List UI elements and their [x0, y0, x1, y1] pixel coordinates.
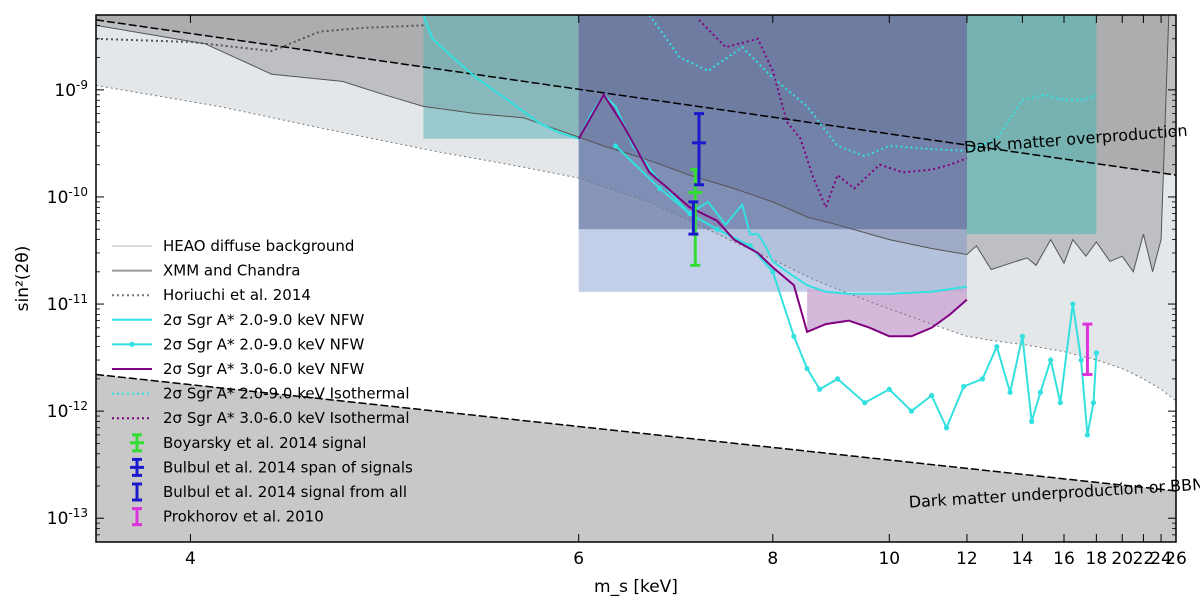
legend-entry-8: Boyarsky et al. 2014 signal [130, 433, 366, 453]
legend-entry-6: 2σ Sgr A* 2.0-9.0 keV Isothermal [112, 385, 410, 403]
underproduction-boundary [96, 373, 1176, 492]
series-4-point-18 [1007, 389, 1013, 395]
x-tick-label-9: 22 [1133, 549, 1155, 569]
series-4-point-7 [804, 365, 810, 372]
y-axis-title: sin²(2θ) [13, 246, 33, 312]
series-4-point-16 [979, 376, 986, 382]
series-4-point-6 [791, 333, 797, 339]
series-4-point-2 [687, 210, 693, 217]
series-4-point-27 [1090, 400, 1097, 406]
blue-box [578, 15, 967, 292]
x-tick-label-6: 16 [1053, 549, 1075, 569]
series-4-point-9 [834, 376, 841, 382]
x-tick-label-0: 4 [185, 549, 196, 569]
legend-entry-9: Bulbul et al. 2014 span of signals [130, 457, 413, 477]
legend-entry-2: Horiuchi et al. 2014 [112, 286, 311, 304]
navy-box [578, 15, 967, 230]
legend-label-11: Prokhorov et al. 2010 [163, 508, 324, 526]
x-tick-label-5: 14 [1012, 549, 1034, 569]
series-4-point-26 [1084, 432, 1091, 438]
series-4-point-17 [994, 344, 1000, 350]
y-tick-label-0: 10-9 [54, 78, 88, 101]
error-bar-2 [688, 200, 699, 236]
series-4-point-0 [613, 143, 619, 149]
x-tick-label-2: 8 [767, 549, 778, 569]
legend-label-4: 2σ Sgr A* 2.0-9.0 keV NFW [163, 335, 364, 353]
x-tick-label-11: 26 [1165, 549, 1187, 569]
series-4-point-19 [1019, 333, 1026, 339]
x-tick-label-10: 24 [1150, 549, 1172, 569]
legend-label-8: Boyarsky et al. 2014 signal [163, 434, 366, 452]
error-bar-1 [691, 112, 706, 187]
series-4-point-8 [817, 386, 823, 392]
legend-entry-5: 2σ Sgr A* 3.0-6.0 keV NFW [112, 360, 364, 378]
overproduction-boundary [96, 19, 1176, 176]
underproduction-region [96, 374, 1176, 542]
error-bar-3 [1082, 322, 1093, 376]
legend-entry-3: 2σ Sgr A* 2.0-9.0 keV NFW [112, 311, 364, 329]
legend-entry-7: 2σ Sgr A* 3.0-6.0 keV Isothermal [112, 409, 410, 427]
legend-label-9: Bulbul et al. 2014 span of signals [163, 458, 413, 476]
series-4-point-23 [1057, 400, 1063, 406]
x-tick-label-4: 12 [956, 549, 978, 569]
pink-region [807, 286, 967, 337]
series-4-point-11 [886, 386, 892, 392]
legend-label-7: 2σ Sgr A* 3.0-6.0 keV Isothermal [163, 409, 410, 427]
series-4-point-15 [961, 383, 967, 390]
series-4-point-13 [929, 392, 935, 399]
x-tick-label-3: 10 [878, 549, 900, 569]
series-4-point-25 [1078, 357, 1084, 363]
legend: HEAO diffuse background XMM and Chandra Ho… [112, 237, 413, 527]
legend-label-5: 2σ Sgr A* 3.0-6.0 keV NFW [163, 360, 364, 378]
teal-box-left [423, 15, 579, 139]
x-tick-label-8: 20 [1111, 549, 1133, 569]
legend-label-6: 2σ Sgr A* 2.0-9.0 keV Isothermal [163, 385, 410, 403]
legend-entry-0: HEAO diffuse background [112, 237, 354, 255]
x-tick-label-7: 18 [1086, 549, 1108, 569]
legend-entry-10: Bulbul et al. 2014 signal from all [132, 482, 407, 502]
series-4-point-24 [1070, 301, 1076, 307]
y-tick-label-3: 10-12 [47, 399, 88, 422]
legend-label-10: Bulbul et al. 2014 signal from all [163, 483, 407, 501]
series-4-point-28 [1093, 350, 1099, 356]
series-4-point-14 [943, 425, 950, 431]
series-4-point-12 [908, 408, 915, 414]
legend-label-1: XMM and Chandra [163, 262, 300, 280]
y-tick-label-2: 10-11 [47, 292, 88, 315]
y-tick-label-4: 10-13 [47, 506, 88, 529]
series-line-5 [577, 92, 968, 338]
series-4-point-3 [714, 226, 720, 232]
legend-entry-4: 2σ Sgr A* 2.0-9.0 keV NFW [112, 335, 364, 353]
series-line-6 [648, 15, 1097, 158]
y-tick-label-1: 10-10 [47, 185, 88, 208]
legend-marker-4 [129, 341, 135, 347]
legend-entry-1: XMM and Chandra [112, 262, 300, 280]
series-line-1 [96, 15, 1176, 273]
legend-label-2: Horiuchi et al. 2014 [163, 286, 311, 304]
series-4-point-22 [1048, 357, 1054, 363]
series-4-point-10 [862, 400, 868, 406]
overproduction-region [96, 15, 1176, 176]
x-tick-label-1: 6 [573, 549, 584, 569]
teal-box-right [966, 15, 1097, 235]
legend-entry-11: Prokhorov et al. 2010 [132, 507, 324, 527]
series-4-point-1 [657, 185, 663, 192]
series-4-point-5 [770, 269, 776, 275]
series-4-point-20 [1029, 418, 1035, 425]
series-4-point-21 [1037, 389, 1043, 395]
legend-label-3: 2σ Sgr A* 2.0-9.0 keV NFW [163, 311, 364, 329]
plot-frame [95, 14, 1177, 543]
plot-area [96, 15, 1176, 542]
legend-label-0: HEAO diffuse background [163, 237, 354, 255]
x-axis-title: m_s [keV] [594, 577, 678, 597]
